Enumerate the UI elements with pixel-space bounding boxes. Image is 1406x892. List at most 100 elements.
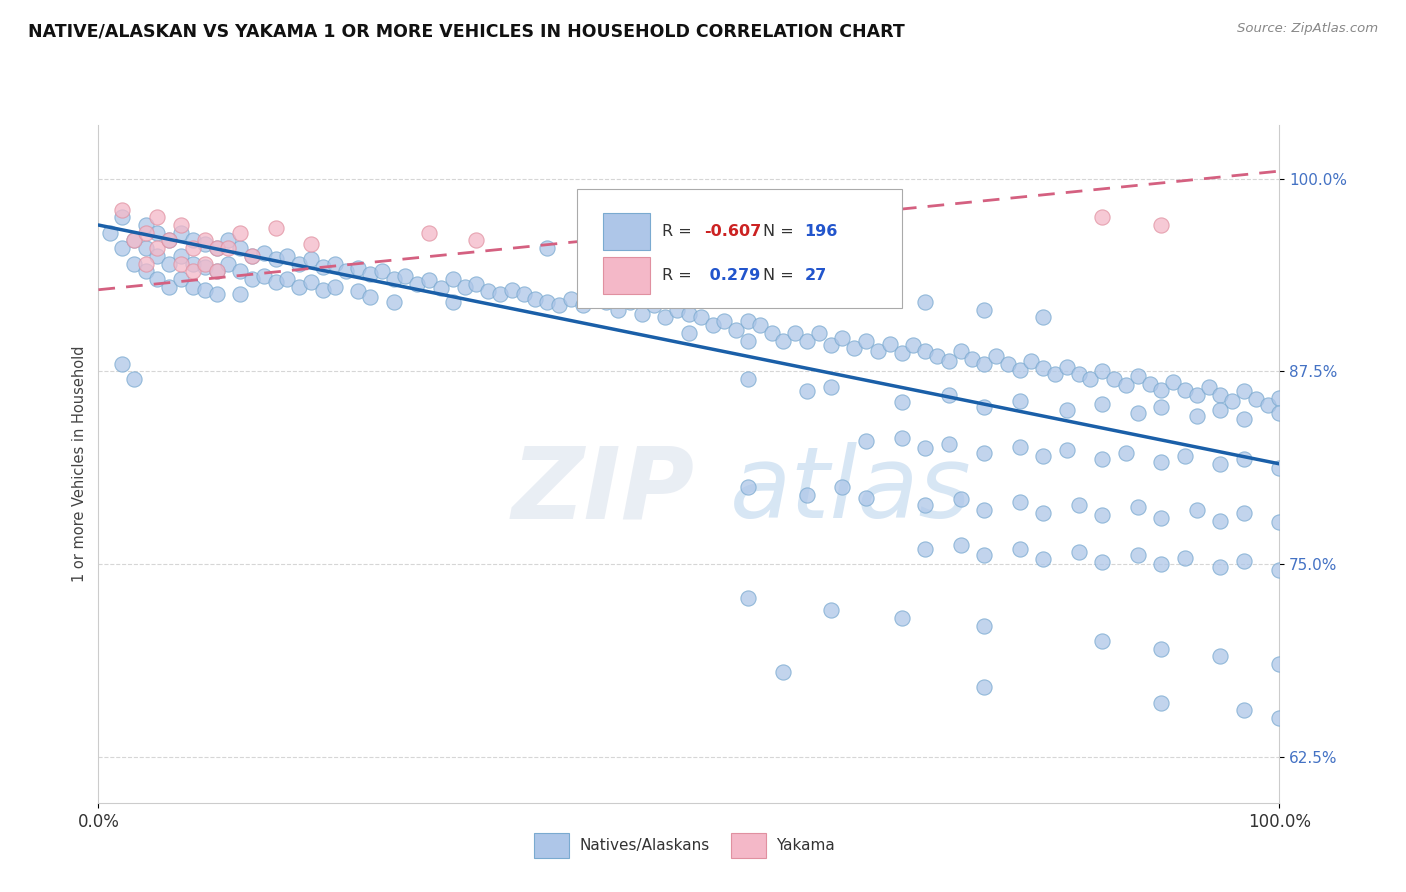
Point (335, 264, 357, 278)
Point (879, 336, 901, 351)
Point (785, 326, 807, 340)
Point (855, 434, 877, 448)
Text: Source: ZipAtlas.com: Source: ZipAtlas.com (1237, 22, 1378, 36)
Point (1174, 550, 1197, 565)
Point (1067, 544, 1090, 558)
Point (406, 277, 429, 291)
Point (973, 400, 995, 414)
Point (844, 341, 866, 355)
Point (1257, 398, 1279, 412)
Point (135, 226, 157, 240)
Point (1244, 392, 1267, 406)
Point (1032, 506, 1054, 520)
Point (181, 241, 204, 255)
Point (925, 349, 948, 363)
Point (217, 256, 239, 270)
Point (1091, 634, 1114, 648)
Point (501, 283, 523, 297)
Point (962, 352, 984, 367)
Point (98, 226, 121, 240)
Point (157, 279, 180, 293)
Text: atlas: atlas (730, 442, 972, 540)
Point (560, 292, 582, 306)
Point (1091, 397, 1114, 411)
Point (1150, 455, 1173, 469)
Point (170, 218, 193, 232)
Point (194, 260, 217, 274)
Point (1021, 353, 1043, 368)
Point (796, 488, 818, 502)
Point (170, 272, 193, 286)
Point (146, 241, 169, 255)
Point (973, 548, 995, 562)
Point (276, 272, 298, 286)
Point (111, 357, 134, 371)
Point (914, 541, 936, 556)
Point (194, 236, 217, 251)
Point (1161, 375, 1184, 389)
Point (1268, 391, 1291, 405)
Point (807, 326, 830, 340)
Point (1091, 556, 1114, 570)
Text: Yakama: Yakama (776, 838, 835, 853)
Point (548, 298, 571, 312)
Point (122, 234, 145, 248)
Point (1220, 393, 1243, 408)
Point (181, 234, 204, 248)
Point (820, 338, 842, 352)
Point (135, 241, 157, 255)
Point (890, 431, 912, 445)
Point (713, 313, 735, 327)
Point (465, 234, 488, 248)
Point (938, 437, 960, 451)
Point (973, 357, 995, 371)
Point (536, 295, 558, 310)
Text: ZIP: ZIP (512, 442, 695, 540)
Point (1268, 516, 1291, 530)
Point (1150, 510, 1173, 524)
Point (607, 302, 630, 317)
Point (1043, 368, 1066, 382)
Point (229, 226, 252, 240)
Point (1233, 384, 1256, 399)
Point (1174, 449, 1197, 463)
Point (1268, 563, 1291, 577)
Point (619, 295, 641, 310)
Point (170, 249, 193, 263)
Point (1102, 372, 1125, 386)
Point (1032, 449, 1054, 463)
Point (890, 346, 912, 360)
Text: 0.279: 0.279 (704, 268, 761, 283)
Point (984, 349, 1007, 363)
Point (359, 268, 381, 282)
Point (1115, 378, 1137, 392)
Point (229, 287, 252, 301)
Point (312, 283, 335, 297)
Point (111, 202, 134, 217)
Point (1080, 372, 1102, 386)
Point (949, 344, 972, 359)
Point (973, 302, 995, 317)
Point (299, 236, 322, 251)
Point (299, 252, 322, 266)
Point (240, 249, 263, 263)
Point (914, 344, 936, 359)
Point (890, 395, 912, 409)
Point (1056, 403, 1078, 417)
Point (1056, 442, 1078, 457)
Point (371, 264, 394, 278)
Point (855, 491, 877, 505)
Point (1091, 452, 1114, 467)
Text: 27: 27 (804, 268, 827, 283)
Point (217, 241, 239, 255)
Point (1209, 649, 1232, 664)
Point (1233, 412, 1256, 426)
FancyBboxPatch shape (576, 189, 901, 308)
Text: R =: R = (662, 268, 696, 283)
Point (737, 480, 759, 494)
Point (914, 295, 936, 310)
Point (217, 234, 239, 248)
Point (1209, 457, 1232, 471)
Point (1209, 387, 1232, 401)
Point (772, 334, 794, 348)
